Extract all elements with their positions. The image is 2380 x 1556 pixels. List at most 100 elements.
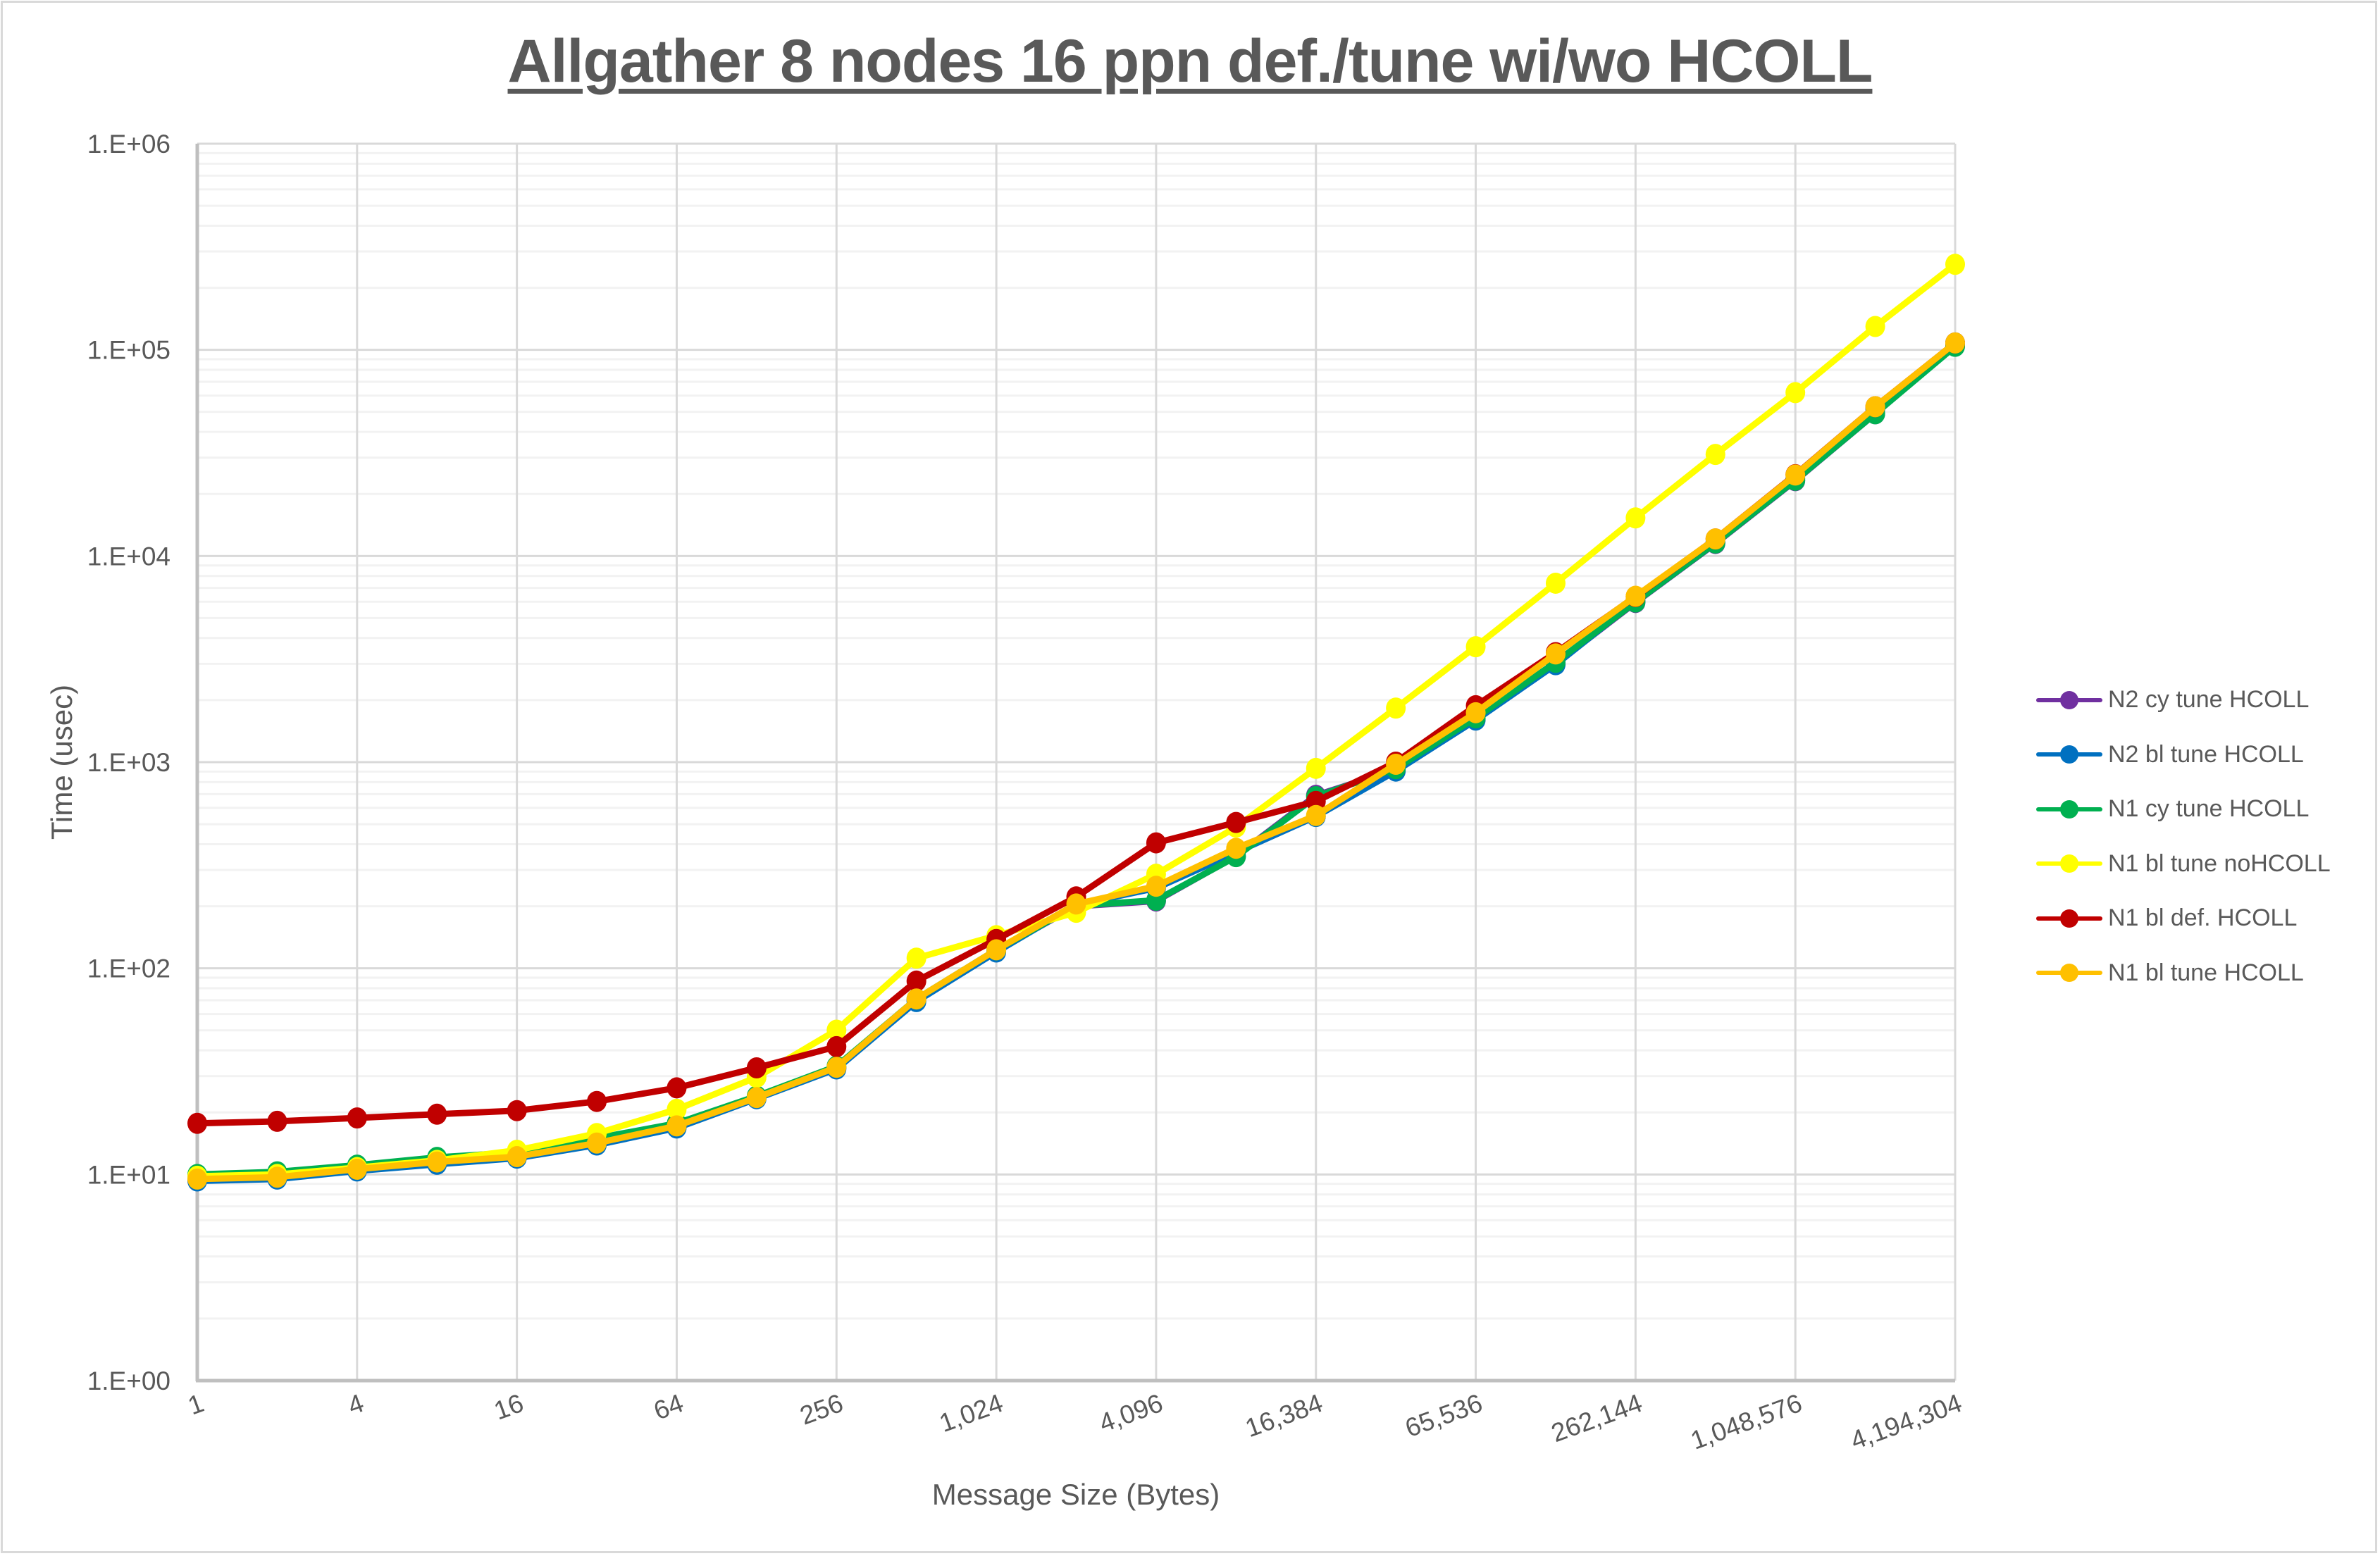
legend-line-marker-icon [2036,799,2102,820]
data-point-marker [986,939,1007,961]
y-tick-label: 1.E+01 [87,1160,171,1189]
x-tick-label: 64 [650,1388,687,1426]
data-point-marker [267,1110,287,1132]
series-n1-cy-tune-hcoll [187,335,1965,1185]
legend-label: N1 bl tune noHCOLL [2108,849,2331,877]
legend: N2 cy tune HCOLL N2 bl tune HCOLL N1 cy tu… [2036,673,2331,1000]
x-tick-label: 16 [490,1388,528,1426]
data-point-marker [667,1077,687,1099]
data-point-marker [427,1103,447,1125]
y-tick-label: 1.E+02 [87,954,171,983]
data-point-marker [906,988,926,1010]
data-point-marker [267,1166,287,1188]
data-point-marker [1705,528,1725,550]
chart-title: Allgather 8 nodes 16 ppn def./tune wi/wo… [507,27,1873,95]
legend-line-marker-icon [2036,908,2102,929]
x-axis-title: Message Size (Bytes) [931,1478,1220,1511]
data-point-marker [906,970,926,992]
x-tick-label: 256 [796,1388,847,1431]
series-line [194,340,1959,1183]
data-point-marker [906,947,926,969]
major-gridlines [196,142,1957,1382]
data-point-marker [427,1151,447,1173]
data-point-marker [1306,757,1326,779]
data-point-marker [1945,254,1965,275]
data-series [187,254,1965,1192]
data-point-marker [1945,332,1965,354]
legend-item: N1 bl def. HCOLL [2036,891,2331,946]
legend-line-marker-icon [2036,690,2102,711]
data-point-marker [587,1132,607,1154]
data-point-marker [1465,702,1486,723]
x-tick-label: 262,144 [1547,1388,1646,1448]
data-point-marker [1386,753,1406,775]
legend-line-marker-icon [2036,744,2102,765]
data-point-marker [1865,396,1885,418]
legend-item: N1 bl tune noHCOLL [2036,837,2331,892]
data-point-marker [1705,444,1725,466]
y-tick-label: 1.E+05 [87,336,171,365]
data-point-marker [347,1158,367,1180]
data-point-marker [1625,585,1646,607]
legend-label: N1 bl tune HCOLL [2108,959,2304,986]
y-tick-label: 1.E+06 [87,130,171,158]
data-point-marker [667,1098,687,1120]
x-tick-label: 65,536 [1401,1388,1486,1443]
data-point-marker [1545,643,1566,665]
data-point-marker [507,1100,527,1121]
data-point-marker [187,1168,207,1190]
legend-label: N2 cy tune HCOLL [2108,686,2310,714]
data-point-marker [1625,507,1646,529]
data-point-marker [347,1107,367,1129]
y-axis-tick-labels: 1.E+00 1.E+01 1.E+02 1.E+03 1.E+04 1.E+05 1.E+… [87,130,171,1395]
legend-label: N1 cy tune HCOLL [2108,795,2310,823]
data-point-marker [826,1019,847,1041]
x-tick-label: 16,384 [1241,1388,1326,1443]
x-tick-label: 1,024 [936,1388,1007,1438]
legend-item: N2 cy tune HCOLL [2036,673,2331,728]
legend-item: N1 bl tune HCOLL [2036,946,2331,1001]
legend-item: N1 cy tune HCOLL [2036,782,2331,837]
series-line [194,340,1959,1127]
data-point-marker [1865,316,1885,337]
data-point-marker [1306,804,1326,826]
series-line [194,261,1959,1180]
data-point-marker [667,1115,687,1137]
legend-label: N1 bl def. HCOLL [2108,904,2298,932]
data-point-marker [1785,382,1806,404]
y-tick-label: 1.E+04 [87,542,171,571]
x-tick-label: 4 [344,1388,367,1421]
data-point-marker [826,1057,847,1078]
data-point-marker [1066,893,1086,915]
y-tick-label: 1.E+00 [87,1367,171,1395]
data-point-marker [746,1087,767,1109]
legend-label: N2 bl tune HCOLL [2108,740,2304,768]
data-point-marker [826,1035,847,1057]
legend-item: N2 bl tune HCOLL [2036,728,2331,783]
legend-line-marker-icon [2036,853,2102,874]
x-axis-tick-labels: 1 4 16 64 256 1,024 4,096 16,384 65,536 262,144 1,… [184,1388,1965,1455]
data-point-marker [1146,876,1166,897]
legend-line-marker-icon [2036,962,2102,983]
series-n1-bl-tune-hcoll [187,332,1965,1190]
data-point-marker [1226,811,1246,833]
x-tick-label: 4,096 [1096,1388,1167,1438]
data-point-marker [1226,838,1246,859]
data-point-marker [587,1090,607,1112]
data-point-marker [1785,464,1806,486]
y-tick-label: 1.E+03 [87,748,171,777]
series-n1-bl-tune-nohcoll [187,254,1965,1187]
data-point-marker [187,1112,207,1134]
x-tick-label: 4,194,304 [1847,1388,1966,1455]
x-tick-label: 1,048,576 [1687,1388,1806,1455]
x-tick-label: 1 [184,1388,207,1421]
data-point-marker [746,1057,767,1078]
data-point-marker [1465,636,1486,658]
data-point-marker [1146,832,1166,854]
minor-gridlines [197,151,1955,1320]
data-point-marker [1386,697,1406,719]
data-point-marker [1545,572,1566,594]
data-point-marker [507,1146,527,1168]
